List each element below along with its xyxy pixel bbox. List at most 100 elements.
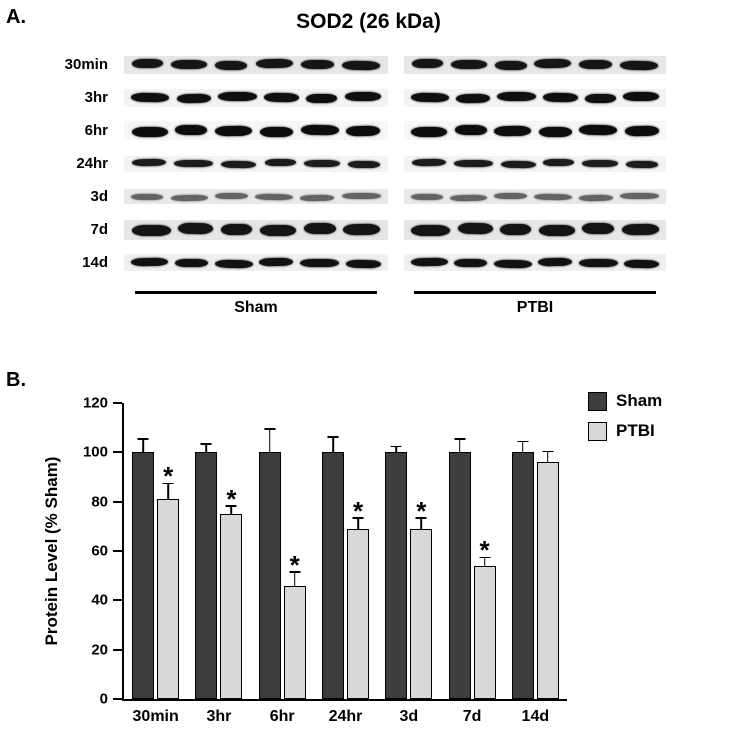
blot-row: 24hr <box>18 147 737 180</box>
blot-band <box>449 194 488 201</box>
blot-band <box>300 60 334 69</box>
plot-area: 0 20 40 60 80 100 120 * 30min * 3hr * 6hr * 24hr * 3d * 7d… <box>83 395 567 725</box>
blot-band <box>300 194 335 201</box>
blot-band <box>346 259 382 268</box>
blot-band <box>410 257 448 266</box>
error-bar-cap <box>225 504 237 507</box>
group-sham: Sham <box>124 291 388 317</box>
timepoint-label: 7d <box>90 221 108 238</box>
blot-band <box>455 93 491 104</box>
significance-asterisk: * <box>163 461 174 492</box>
blot-band <box>578 258 618 267</box>
timepoint-label: 30min <box>64 56 108 73</box>
error-bar <box>395 447 398 453</box>
significance-asterisk: * <box>479 535 490 566</box>
blot-strip-sham <box>124 121 388 140</box>
bar-ptbi-24hr <box>347 528 369 699</box>
legend-entry-sham: Sham <box>588 391 662 411</box>
blot-band <box>582 222 615 235</box>
x-tick-label: 7d <box>462 708 482 725</box>
blot-band <box>131 126 168 137</box>
blot-band <box>533 193 573 200</box>
blot-row: 3hr <box>18 81 737 114</box>
bar-sham-14d <box>511 452 534 699</box>
blot-band <box>171 60 208 69</box>
blot-band <box>174 258 208 267</box>
blot-band <box>131 92 170 103</box>
blot-band <box>620 60 659 71</box>
blot-band <box>255 58 293 69</box>
error-bar <box>483 558 486 566</box>
blot-band <box>620 192 659 199</box>
blot-band <box>303 222 336 235</box>
blot-strip-ptbi <box>404 121 666 140</box>
error-bar <box>420 518 423 529</box>
y-tick-mark <box>113 550 122 552</box>
y-tick-label: 40 <box>91 591 108 609</box>
y-axis-title: Protein Level (% Sham) <box>42 456 61 646</box>
blot-band <box>215 60 248 71</box>
blot-band <box>132 158 167 167</box>
blot-strip-ptbi <box>404 55 666 74</box>
legend-label-ptbi: PTBI <box>616 421 655 440</box>
blot-band <box>582 160 619 167</box>
panel-a: A. SOD2 (26 kDa) 30min 3hr 6hr 24hr 3d 7d 14d … <box>0 0 737 317</box>
y-tick-label: 80 <box>91 493 108 511</box>
blot-band <box>623 92 659 101</box>
error-bar <box>522 442 524 453</box>
group-ptbi: PTBI <box>404 291 666 317</box>
blot-band <box>497 92 536 101</box>
blot-band <box>215 125 253 136</box>
y-tick-mark <box>113 451 122 454</box>
blot-band <box>131 193 164 200</box>
error-bar-cap <box>137 438 149 440</box>
timepoint-label: 24hr <box>76 155 108 172</box>
x-tick-label: 6hr <box>269 708 295 725</box>
bar-sham-3hr <box>195 452 218 699</box>
blot-band <box>542 92 579 103</box>
y-tick-mark <box>113 599 122 602</box>
legend-swatch-ptbi <box>588 421 607 441</box>
y-tick-label: 100 <box>82 443 108 461</box>
legend: Sham PTBI <box>588 391 662 451</box>
blot-band <box>170 194 208 201</box>
blot-band <box>344 92 381 101</box>
panel-a-label: A. <box>6 6 26 28</box>
blot-band <box>626 160 659 169</box>
error-bar <box>268 430 271 453</box>
error-bar-cap <box>390 445 402 448</box>
error-bar-cap <box>162 482 174 485</box>
blot-row: 3d <box>18 180 737 213</box>
blot-band <box>132 58 164 69</box>
legend-swatch-sham <box>588 391 607 411</box>
blot-band <box>175 124 208 135</box>
blot-band <box>621 223 659 236</box>
blot-strip-ptbi <box>404 219 666 240</box>
blot-band <box>259 126 293 137</box>
blot-band <box>221 160 257 169</box>
blot-rows: 30min 3hr 6hr 24hr 3d 7d 14d <box>18 48 737 279</box>
error-bar-cap <box>264 428 276 431</box>
error-bar <box>332 437 334 453</box>
blot-band <box>341 60 380 71</box>
bar-ptbi-7d <box>473 565 496 699</box>
error-bar-cap <box>200 443 212 445</box>
blot-band <box>450 60 487 69</box>
blot-band <box>538 257 573 266</box>
blot-band <box>217 92 257 101</box>
blot-row: 14d <box>18 246 737 279</box>
blot-strip-ptbi <box>404 254 666 271</box>
x-tick-label: 3hr <box>206 708 232 725</box>
x-tick-label: 14d <box>521 708 550 725</box>
blot-band <box>130 257 168 266</box>
panel-b-label: B. <box>6 369 26 391</box>
blot-band <box>411 58 443 69</box>
bar-sham-6hr <box>258 452 281 699</box>
error-bar-cap <box>415 517 427 519</box>
blot-band <box>178 222 214 235</box>
blot-band <box>500 160 536 169</box>
blot-band <box>214 259 253 268</box>
blot-band <box>343 223 381 236</box>
blot-band <box>579 60 613 69</box>
blot-strip-ptbi <box>404 189 666 204</box>
